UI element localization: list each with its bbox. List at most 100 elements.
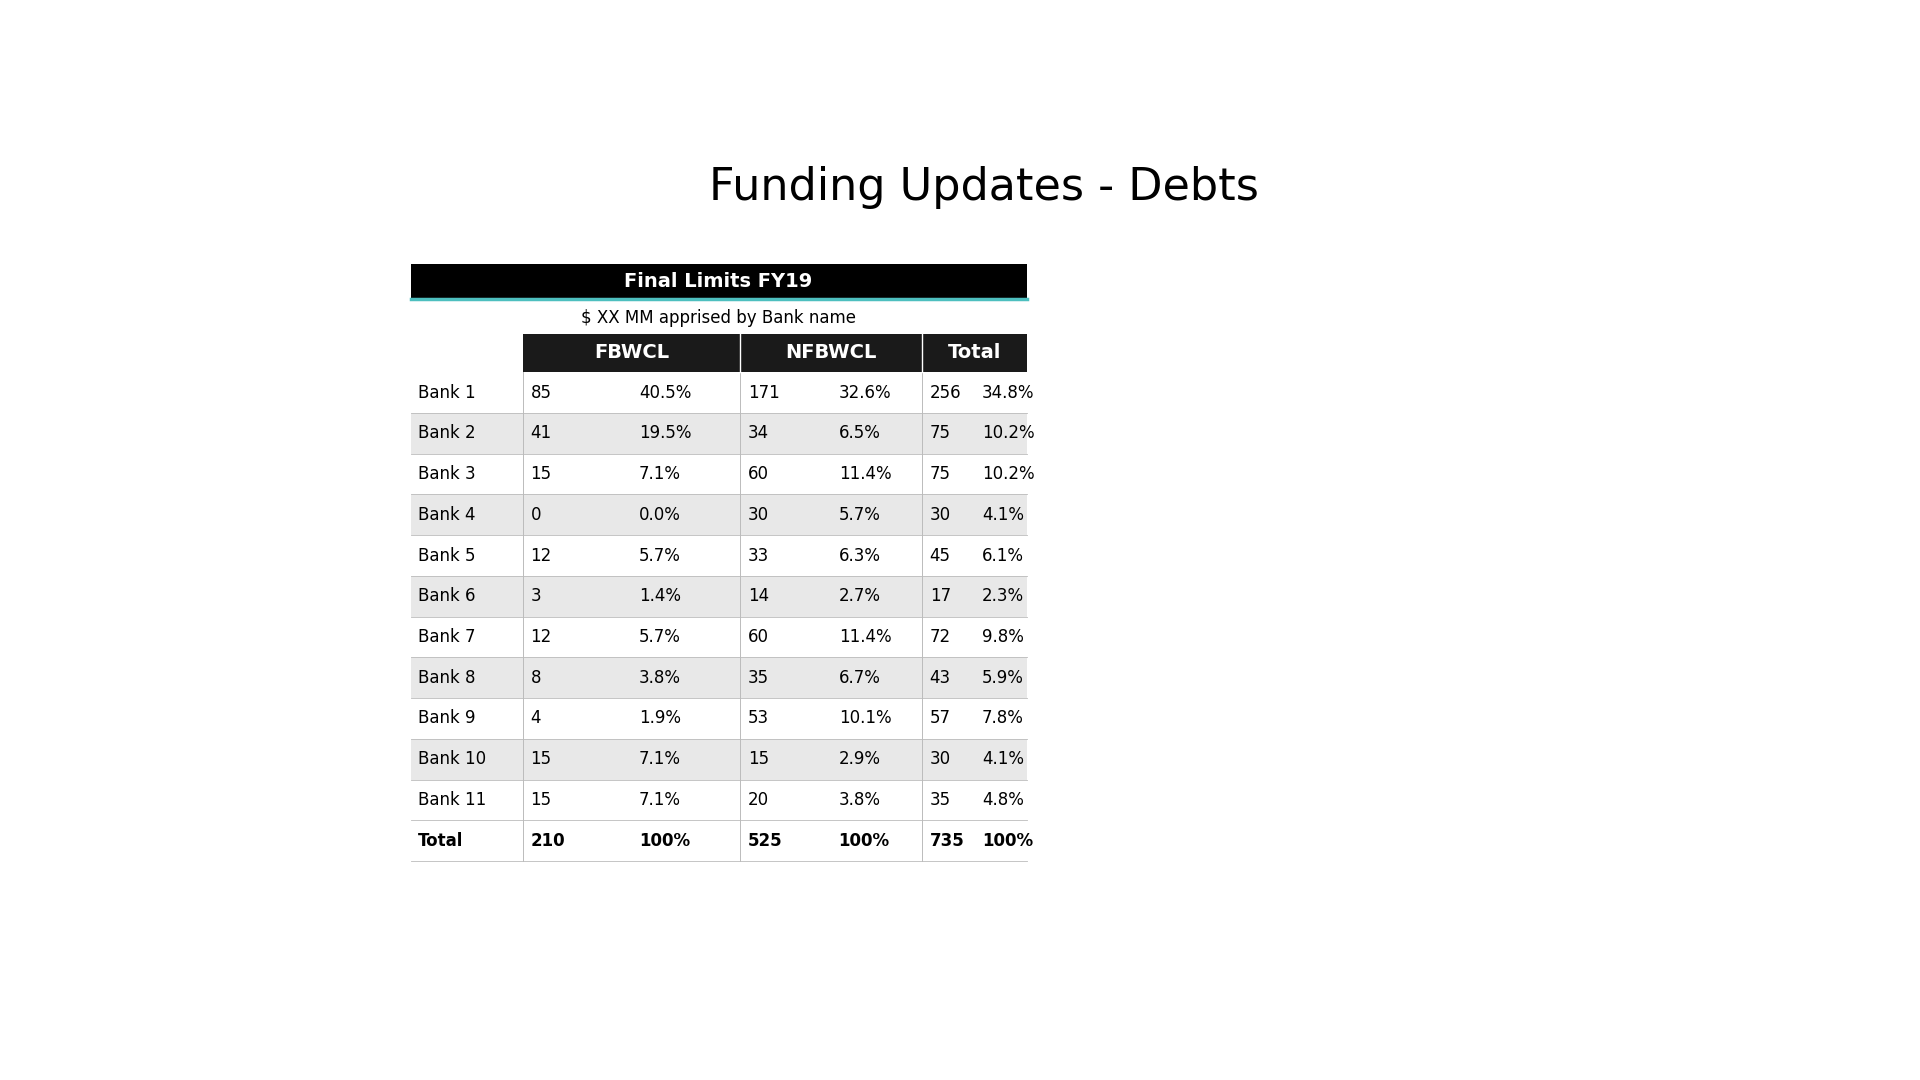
Text: 75: 75 [929,424,950,443]
Text: 75: 75 [929,465,950,483]
Text: 7.1%: 7.1% [639,791,682,809]
Text: 40.5%: 40.5% [639,383,691,402]
Text: 3.8%: 3.8% [839,791,881,809]
Text: Funding Updates - Debts: Funding Updates - Debts [708,166,1260,208]
Text: 9.8%: 9.8% [981,627,1023,646]
Text: 525: 525 [747,832,781,850]
Text: 3: 3 [530,588,541,605]
Text: Bank 6: Bank 6 [419,588,476,605]
Text: 0: 0 [530,505,541,524]
Text: 34: 34 [747,424,768,443]
Text: NFBWCL: NFBWCL [785,343,877,363]
Text: Bank 7: Bank 7 [419,627,476,646]
Text: Bank 5: Bank 5 [419,546,476,565]
Text: 1.9%: 1.9% [639,710,682,728]
Bar [411,454,1027,495]
Bar [739,334,922,373]
Text: Bank 2: Bank 2 [419,424,476,443]
Bar [411,535,1027,576]
Text: 2.9%: 2.9% [839,751,881,768]
Bar [411,658,1027,698]
Bar [411,698,1027,739]
Bar [522,334,739,373]
Text: 41: 41 [530,424,551,443]
Text: 43: 43 [929,669,950,687]
Text: 171: 171 [747,383,780,402]
Text: FBWCL: FBWCL [593,343,668,363]
Text: 0.0%: 0.0% [639,505,682,524]
Text: 35: 35 [929,791,950,809]
Text: 30: 30 [929,751,950,768]
Bar [411,739,1027,780]
Text: 6.5%: 6.5% [839,424,881,443]
Text: 3.8%: 3.8% [639,669,682,687]
Text: 100%: 100% [639,832,691,850]
Text: Final Limits FY19: Final Limits FY19 [624,272,812,292]
Bar [411,780,1027,821]
Text: 1.4%: 1.4% [639,588,682,605]
Text: 32.6%: 32.6% [839,383,891,402]
Text: 8: 8 [530,669,541,687]
Text: 15: 15 [530,751,551,768]
Text: 60: 60 [747,627,768,646]
Text: 7.1%: 7.1% [639,465,682,483]
Bar [411,821,1027,861]
Text: 2.3%: 2.3% [981,588,1023,605]
Text: 5.7%: 5.7% [639,546,682,565]
Bar [411,373,1027,413]
Text: 10.2%: 10.2% [981,424,1035,443]
Text: 15: 15 [747,751,768,768]
Text: 34.8%: 34.8% [981,383,1035,402]
Text: Bank 10: Bank 10 [419,751,486,768]
Bar [411,413,1027,454]
Text: 85: 85 [530,383,551,402]
Text: 256: 256 [929,383,962,402]
Text: 53: 53 [747,710,768,728]
Text: 6.7%: 6.7% [839,669,881,687]
Text: 100%: 100% [981,832,1033,850]
Text: 57: 57 [929,710,950,728]
Text: 30: 30 [929,505,950,524]
Text: 11.4%: 11.4% [839,465,891,483]
Text: Bank 11: Bank 11 [419,791,486,809]
Text: 14: 14 [747,588,768,605]
Text: 72: 72 [929,627,950,646]
Text: 17: 17 [929,588,950,605]
Text: 5.9%: 5.9% [981,669,1023,687]
Text: 60: 60 [747,465,768,483]
Text: 210: 210 [530,832,564,850]
Bar [922,334,1027,373]
Text: Bank 8: Bank 8 [419,669,476,687]
Text: Bank 1: Bank 1 [419,383,476,402]
Text: Total: Total [948,343,1000,363]
Text: 4.8%: 4.8% [981,791,1023,809]
Text: 6.1%: 6.1% [981,546,1023,565]
Bar [411,576,1027,617]
Text: $ XX MM apprised by Bank name: $ XX MM apprised by Bank name [582,309,856,327]
Text: 4.1%: 4.1% [981,505,1023,524]
Text: Total: Total [419,832,463,850]
Text: Bank 9: Bank 9 [419,710,476,728]
Text: 35: 35 [747,669,768,687]
Text: 7.1%: 7.1% [639,751,682,768]
Text: 10.1%: 10.1% [839,710,891,728]
Text: 45: 45 [929,546,950,565]
Text: 19.5%: 19.5% [639,424,691,443]
Text: Bank 4: Bank 4 [419,505,476,524]
Text: 2.7%: 2.7% [839,588,881,605]
Text: 5.7%: 5.7% [639,627,682,646]
Text: Bank 3: Bank 3 [419,465,476,483]
Text: 20: 20 [747,791,768,809]
Text: 735: 735 [929,832,964,850]
Text: 7.8%: 7.8% [981,710,1023,728]
Text: 10.2%: 10.2% [981,465,1035,483]
Text: 30: 30 [747,505,768,524]
Text: 11.4%: 11.4% [839,627,891,646]
Bar [411,617,1027,658]
Text: 5.7%: 5.7% [839,505,881,524]
Text: 4.1%: 4.1% [981,751,1023,768]
Text: 100%: 100% [839,832,889,850]
Text: 15: 15 [530,465,551,483]
Text: 4: 4 [530,710,541,728]
Text: 12: 12 [530,546,551,565]
